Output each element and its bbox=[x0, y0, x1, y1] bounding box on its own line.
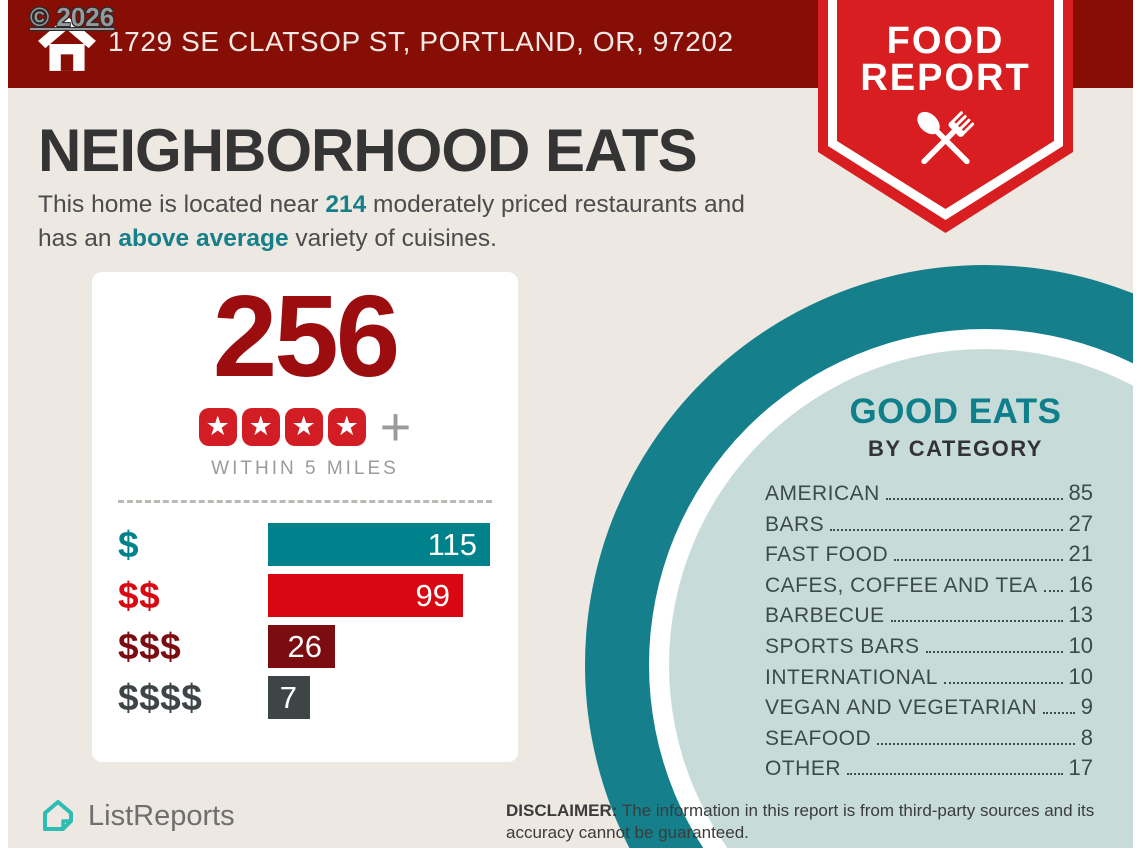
page-title: NEIGHBORHOOD EATS bbox=[38, 117, 698, 184]
category-value: 16 bbox=[1068, 571, 1093, 597]
star-icon: ★ bbox=[198, 408, 237, 446]
category-row: SEAFOOD 8 bbox=[765, 725, 1093, 756]
category-row: INTERNATIONAL 10 bbox=[765, 664, 1093, 695]
price-tier-bar: 26 bbox=[268, 625, 335, 668]
price-tier-label: $$ bbox=[118, 574, 161, 616]
rating-stars: ★ ★ ★ ★ + bbox=[92, 397, 518, 457]
category-row: OTHER 17 bbox=[765, 755, 1093, 786]
good-eats-heading: GOOD EATS BY CATEGORY bbox=[778, 392, 1133, 462]
good-eats-title: GOOD EATS bbox=[849, 392, 1062, 431]
variety-highlight: above average bbox=[118, 224, 289, 252]
disclaimer-text: The information in this report is from t… bbox=[506, 801, 1095, 842]
disclaimer: DISCLAIMER: The information in this repo… bbox=[506, 800, 1106, 843]
dashed-divider bbox=[118, 500, 492, 503]
category-value: 21 bbox=[1068, 541, 1093, 567]
category-label: FAST FOOD bbox=[765, 543, 889, 567]
intro-part3: has an bbox=[38, 224, 119, 252]
restaurant-count-inline: 214 bbox=[325, 191, 367, 218]
dot-leader bbox=[925, 650, 1063, 653]
star-tiles: ★ ★ ★ ★ bbox=[198, 408, 366, 446]
restaurant-count: 256 bbox=[212, 271, 401, 401]
dot-leader bbox=[1043, 589, 1063, 592]
category-value: 10 bbox=[1068, 632, 1093, 658]
category-row: BARS 27 bbox=[765, 511, 1093, 542]
price-tier-label: $$$$ bbox=[118, 676, 203, 718]
dot-leader bbox=[830, 528, 1063, 531]
price-tier-row: $ 115 bbox=[118, 523, 492, 566]
restaurant-stat-card: 256 ★ ★ ★ ★ + WITHIN 5 MILES $ 115 $$ 99… bbox=[92, 272, 518, 762]
category-row: CAFES, COFFEE AND TEA 16 bbox=[765, 572, 1093, 603]
category-label: VEGAN AND VEGETARIAN bbox=[765, 696, 1038, 720]
intro-part4: variety of cuisines. bbox=[288, 224, 497, 252]
badge-line2: REPORT bbox=[860, 57, 1030, 99]
listreports-logo: ListReports bbox=[38, 796, 235, 836]
price-tier-label: $$$ bbox=[118, 625, 182, 667]
price-tier-bar: 7 bbox=[268, 676, 310, 719]
price-tier-value: 26 bbox=[287, 628, 322, 664]
listreports-house-icon bbox=[43, 800, 73, 831]
category-label: INTERNATIONAL bbox=[765, 665, 938, 689]
price-tier-bar: 99 bbox=[268, 574, 463, 617]
category-label: SEAFOOD bbox=[765, 726, 872, 750]
star-icon: ★ bbox=[327, 408, 366, 446]
category-value: 8 bbox=[1080, 724, 1093, 750]
category-value: 17 bbox=[1068, 755, 1093, 781]
category-label: BARBECUE bbox=[765, 604, 885, 628]
category-label: AMERICAN bbox=[765, 482, 880, 505]
star-icon: ★ bbox=[241, 408, 280, 446]
category-value: 85 bbox=[1068, 480, 1093, 505]
brand-name: ListReports bbox=[88, 799, 235, 832]
category-row: BARBECUE 13 bbox=[765, 602, 1093, 633]
dot-leader bbox=[1043, 712, 1075, 715]
price-tier-label: $ bbox=[118, 523, 140, 565]
category-value: 13 bbox=[1068, 602, 1093, 628]
dot-leader bbox=[877, 742, 1075, 745]
disclaimer-label: DISCLAIMER: bbox=[506, 801, 618, 820]
crossed-spoon-fork-icon bbox=[917, 111, 975, 165]
star-icon: ★ bbox=[284, 408, 323, 446]
badge-line1: FOOD bbox=[887, 20, 1005, 62]
price-tier-value: 99 bbox=[415, 577, 450, 613]
price-tier-value: 115 bbox=[427, 526, 477, 562]
home-icon bbox=[38, 16, 96, 71]
price-tier-value: 7 bbox=[279, 679, 297, 715]
price-tier-row: $$ 99 bbox=[118, 574, 492, 617]
category-value: 10 bbox=[1068, 663, 1093, 689]
intro-text: This home is located near 214 moderately… bbox=[38, 188, 745, 255]
dot-leader bbox=[894, 559, 1063, 562]
dot-leader bbox=[885, 498, 1063, 500]
plus-sign: + bbox=[379, 397, 412, 457]
category-row: VEGAN AND VEGETARIAN 9 bbox=[765, 694, 1093, 725]
category-row: FAST FOOD 21 bbox=[765, 541, 1093, 572]
food-report-badge: FOOD REPORT bbox=[818, 0, 1073, 233]
price-tier-bar-chart: $ 115 $$ 99 $$$ 26 $$$$ 7 bbox=[92, 503, 518, 719]
category-label: OTHER bbox=[765, 757, 841, 781]
category-label: SPORTS BARS bbox=[765, 634, 920, 658]
intro-part2: moderately priced restaurants and bbox=[366, 191, 745, 218]
good-eats-subtitle: BY CATEGORY bbox=[867, 436, 1043, 461]
property-address: 1729 SE CLATSOP ST, PORTLAND, OR, 97202 bbox=[108, 26, 734, 57]
price-tier-row: $$$$ 7 bbox=[118, 676, 492, 719]
category-value: 27 bbox=[1068, 510, 1093, 536]
badge-inner-shape bbox=[837, 0, 1054, 209]
radius-label: WITHIN 5 MILES bbox=[211, 458, 399, 479]
copyright-watermark: © 2026 bbox=[30, 2, 115, 32]
category-value: 9 bbox=[1080, 694, 1093, 720]
intro-part1: This home is located near bbox=[38, 191, 326, 218]
category-row: AMERICAN 85 bbox=[765, 480, 1093, 511]
category-list: AMERICAN 85 BARS 27 FAST FOOD 21 CAFES, … bbox=[765, 480, 1093, 786]
dot-leader bbox=[890, 620, 1063, 623]
price-tier-row: $$$ 26 bbox=[118, 625, 492, 668]
dot-leader bbox=[847, 773, 1063, 776]
category-label: CAFES, COFFEE AND TEA bbox=[765, 573, 1038, 597]
category-row: SPORTS BARS 10 bbox=[765, 633, 1093, 664]
price-tier-bar: 115 bbox=[268, 523, 490, 566]
category-label: BARS bbox=[765, 512, 825, 536]
dot-leader bbox=[943, 681, 1063, 684]
